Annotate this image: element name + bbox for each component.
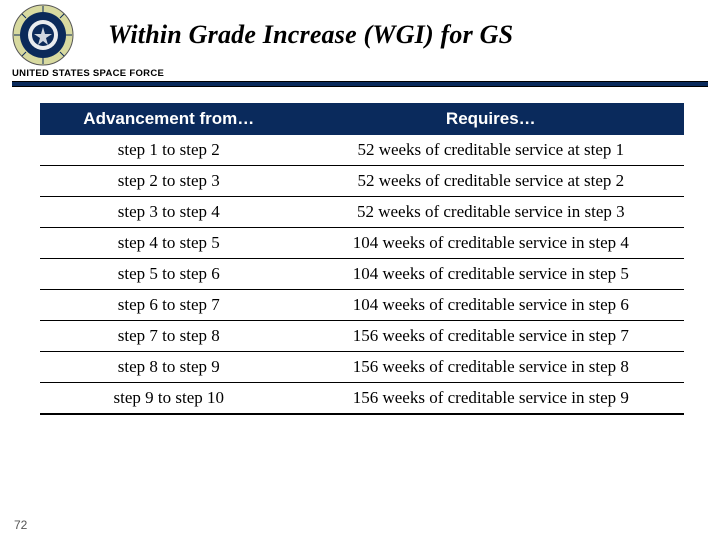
col-header-advancement: Advancement from… — [40, 103, 298, 135]
table-header-row: Advancement from… Requires… — [40, 103, 684, 135]
cell-advancement: step 8 to step 9 — [40, 352, 298, 383]
cell-requires: 52 weeks of creditable service at step 2 — [298, 166, 684, 197]
accent-divider — [12, 81, 708, 87]
cell-advancement: step 1 to step 2 — [40, 135, 298, 166]
cell-advancement: step 4 to step 5 — [40, 228, 298, 259]
seal-icon — [12, 4, 74, 66]
slide-title: Within Grade Increase (WGI) for GS — [78, 20, 513, 50]
cell-advancement: step 9 to step 10 — [40, 383, 298, 415]
table-row: step 6 to step 7104 weeks of creditable … — [40, 290, 684, 321]
table-row: step 3 to step 452 weeks of creditable s… — [40, 197, 684, 228]
cell-requires: 156 weeks of creditable service in step … — [298, 383, 684, 415]
wgi-table-wrap: Advancement from… Requires… step 1 to st… — [40, 103, 684, 415]
table-row: step 7 to step 8156 weeks of creditable … — [40, 321, 684, 352]
cell-requires: 156 weeks of creditable service in step … — [298, 352, 684, 383]
cell-advancement: step 6 to step 7 — [40, 290, 298, 321]
cell-advancement: step 3 to step 4 — [40, 197, 298, 228]
org-label: UNITED STATES SPACE FORCE — [0, 66, 720, 81]
table-row: step 1 to step 252 weeks of creditable s… — [40, 135, 684, 166]
cell-requires: 156 weeks of creditable service in step … — [298, 321, 684, 352]
table-row: step 5 to step 6104 weeks of creditable … — [40, 259, 684, 290]
wgi-table: Advancement from… Requires… step 1 to st… — [40, 103, 684, 415]
header-row: Within Grade Increase (WGI) for GS — [0, 0, 720, 66]
slide-root: Within Grade Increase (WGI) for GS UNITE… — [0, 0, 720, 540]
table-row: step 9 to step 10156 weeks of creditable… — [40, 383, 684, 415]
table-row: step 2 to step 352 weeks of creditable s… — [40, 166, 684, 197]
cell-requires: 104 weeks of creditable service in step … — [298, 290, 684, 321]
cell-requires: 104 weeks of creditable service in step … — [298, 228, 684, 259]
page-number: 72 — [14, 518, 27, 532]
cell-advancement: step 2 to step 3 — [40, 166, 298, 197]
cell-requires: 52 weeks of creditable service at step 1 — [298, 135, 684, 166]
cell-advancement: step 7 to step 8 — [40, 321, 298, 352]
cell-requires: 104 weeks of creditable service in step … — [298, 259, 684, 290]
table-body: step 1 to step 252 weeks of creditable s… — [40, 135, 684, 414]
cell-advancement: step 5 to step 6 — [40, 259, 298, 290]
cell-requires: 52 weeks of creditable service in step 3 — [298, 197, 684, 228]
col-header-requires: Requires… — [298, 103, 684, 135]
table-row: step 4 to step 5104 weeks of creditable … — [40, 228, 684, 259]
table-row: step 8 to step 9156 weeks of creditable … — [40, 352, 684, 383]
org-seal — [8, 4, 78, 66]
